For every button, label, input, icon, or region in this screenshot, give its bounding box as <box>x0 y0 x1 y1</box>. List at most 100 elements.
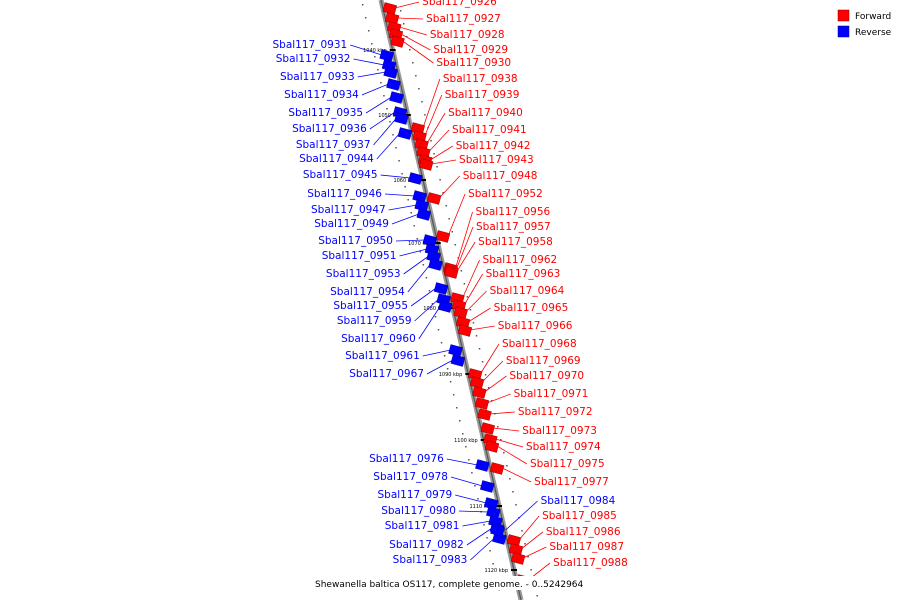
forward-gene-label: Sbal117_0930 <box>436 57 511 69</box>
position-dot <box>503 452 505 454</box>
forward-leader-line <box>465 290 487 313</box>
reverse-gene-label: Sbal117_0981 <box>385 520 460 532</box>
forward-gene-feature <box>426 192 442 205</box>
forward-leader-line <box>455 226 474 271</box>
position-dot <box>433 153 435 155</box>
forward-gene-label: Sbal117_0958 <box>478 236 553 248</box>
position-dot <box>443 355 446 357</box>
forward-gene-label: Sbal117_0927 <box>426 13 501 25</box>
position-dot <box>524 543 526 545</box>
forward-leader-line <box>426 112 446 145</box>
reverse-leader-line <box>426 359 454 375</box>
legend: Forward Reverse <box>837 9 892 38</box>
forward-gene-label: Sbal117_0957 <box>476 221 551 233</box>
forward-gene-label: Sbal117_0975 <box>530 458 605 470</box>
forward-gene-label: Sbal117_0929 <box>433 44 508 56</box>
forward-gene-feature <box>510 552 526 565</box>
reverse-leader-line <box>384 193 415 197</box>
forward-gene-label: Sbal117_0986 <box>546 526 621 538</box>
position-dot <box>465 446 467 448</box>
forward-gene-label: Sbal117_0965 <box>494 302 569 314</box>
reverse-gene-feature <box>394 112 409 125</box>
position-dots <box>361 4 538 597</box>
position-dot <box>486 537 488 539</box>
forward-leader-line <box>486 393 511 404</box>
forward-gene-label: Sbal117_0964 <box>490 285 565 297</box>
reverse-gene-label: Sbal117_0953 <box>326 268 401 280</box>
reverse-leader-line <box>462 520 491 527</box>
position-dot <box>460 270 463 272</box>
position-dot <box>481 361 484 363</box>
position-dot <box>463 283 466 285</box>
position-dot <box>386 108 388 110</box>
forward-gene-label: Sbal117_0968 <box>502 338 577 350</box>
genome-caption: Shewanella baltica OS117, complete genom… <box>315 580 584 590</box>
forward-gene-label: Sbal117_0988 <box>553 557 628 569</box>
forward-gene-label: Sbal117_0952 <box>468 188 543 200</box>
forward-gene-feature <box>477 408 492 421</box>
position-dot <box>421 101 423 103</box>
scale-tick-label: 1050 kbp <box>378 113 402 119</box>
scale-ticks: 1040 kbp 1050 kbp 1060 kbp 1070 kbp 1080 kbp… <box>363 48 517 574</box>
reverse-gene-label: Sbal117_0978 <box>373 471 448 483</box>
position-dot <box>445 205 447 207</box>
reverse-gene-feature <box>408 172 423 185</box>
forward-leader-line <box>430 145 453 161</box>
position-dot <box>448 218 450 220</box>
reverse-leader-line <box>399 248 428 257</box>
scale-tick <box>480 439 487 441</box>
forward-gene-label: Sbal117_0973 <box>522 425 597 437</box>
reverse-gene-label: Sbal117_0950 <box>318 235 393 247</box>
position-dot <box>521 530 523 532</box>
position-dot <box>364 17 367 19</box>
forward-leader-line <box>428 129 450 153</box>
forward-gene-label: Sbal117_0972 <box>518 406 593 418</box>
reverse-gene-label: Sbal117_0984 <box>541 495 616 507</box>
reverse-leader-line <box>388 204 417 211</box>
reverse-gene-label: Sbal117_0980 <box>381 505 456 517</box>
forward-leader-line <box>431 159 457 165</box>
forward-gene-feature <box>444 266 459 279</box>
position-dot <box>422 264 425 266</box>
forward-gene-feature <box>480 422 496 435</box>
forward-gene-feature <box>457 324 473 337</box>
forward-gene-label: Sbal117_0962 <box>483 254 558 266</box>
position-dot <box>389 121 391 123</box>
forward-leader-line <box>518 515 540 541</box>
forward-gene-label: Sbal117_0977 <box>534 476 609 488</box>
reverse-gene-feature <box>490 524 505 537</box>
position-dot <box>466 296 469 298</box>
forward-gene-label: Sbal117_0926 <box>422 0 497 8</box>
reverse-leader-line <box>369 111 396 130</box>
position-dot <box>401 173 403 175</box>
legend-forward-swatch <box>837 9 850 22</box>
forward-gene-label: Sbal117_0948 <box>463 170 538 182</box>
scale-tick-label: 1110 kbp <box>470 504 494 510</box>
position-dot <box>446 368 449 370</box>
position-dot <box>497 426 499 428</box>
reverse-leader-line <box>446 458 478 466</box>
reverse-gene-label: Sbal117_0961 <box>345 350 420 362</box>
position-dot <box>410 212 412 214</box>
forward-leader-line <box>455 211 473 269</box>
scale-tick-label: 1090 kbp <box>439 372 463 378</box>
forward-gene-label: Sbal117_0941 <box>452 124 527 136</box>
label-leader-lines <box>350 1 551 581</box>
position-dot <box>454 244 457 246</box>
position-dot <box>484 374 487 376</box>
reverse-leader-line <box>376 132 401 160</box>
legend-reverse-swatch <box>837 25 850 38</box>
position-dot <box>489 550 491 552</box>
position-dot <box>472 322 475 324</box>
reverse-gene-label: Sbal117_0983 <box>393 554 468 566</box>
scale-tick-label: 1060 kbp <box>393 178 417 184</box>
reverse-leader-line <box>407 263 431 293</box>
position-dot <box>377 69 379 71</box>
position-dot <box>474 485 476 487</box>
position-dot <box>509 478 511 480</box>
forward-gene-feature <box>472 386 487 399</box>
forward-leader-line <box>496 445 528 465</box>
reverse-gene-label: Sbal117_0935 <box>288 107 363 119</box>
position-dot <box>380 82 382 84</box>
position-dot <box>515 504 517 506</box>
